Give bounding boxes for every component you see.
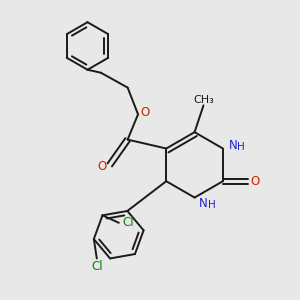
Text: Cl: Cl [122, 216, 134, 229]
Text: O: O [98, 160, 107, 173]
Text: N: N [229, 139, 238, 152]
Text: CH₃: CH₃ [194, 95, 214, 105]
Text: N: N [199, 197, 208, 210]
Text: O: O [250, 175, 259, 188]
Text: Cl: Cl [91, 260, 103, 273]
Text: H: H [238, 142, 245, 152]
Text: O: O [140, 106, 149, 119]
Text: H: H [208, 200, 216, 210]
